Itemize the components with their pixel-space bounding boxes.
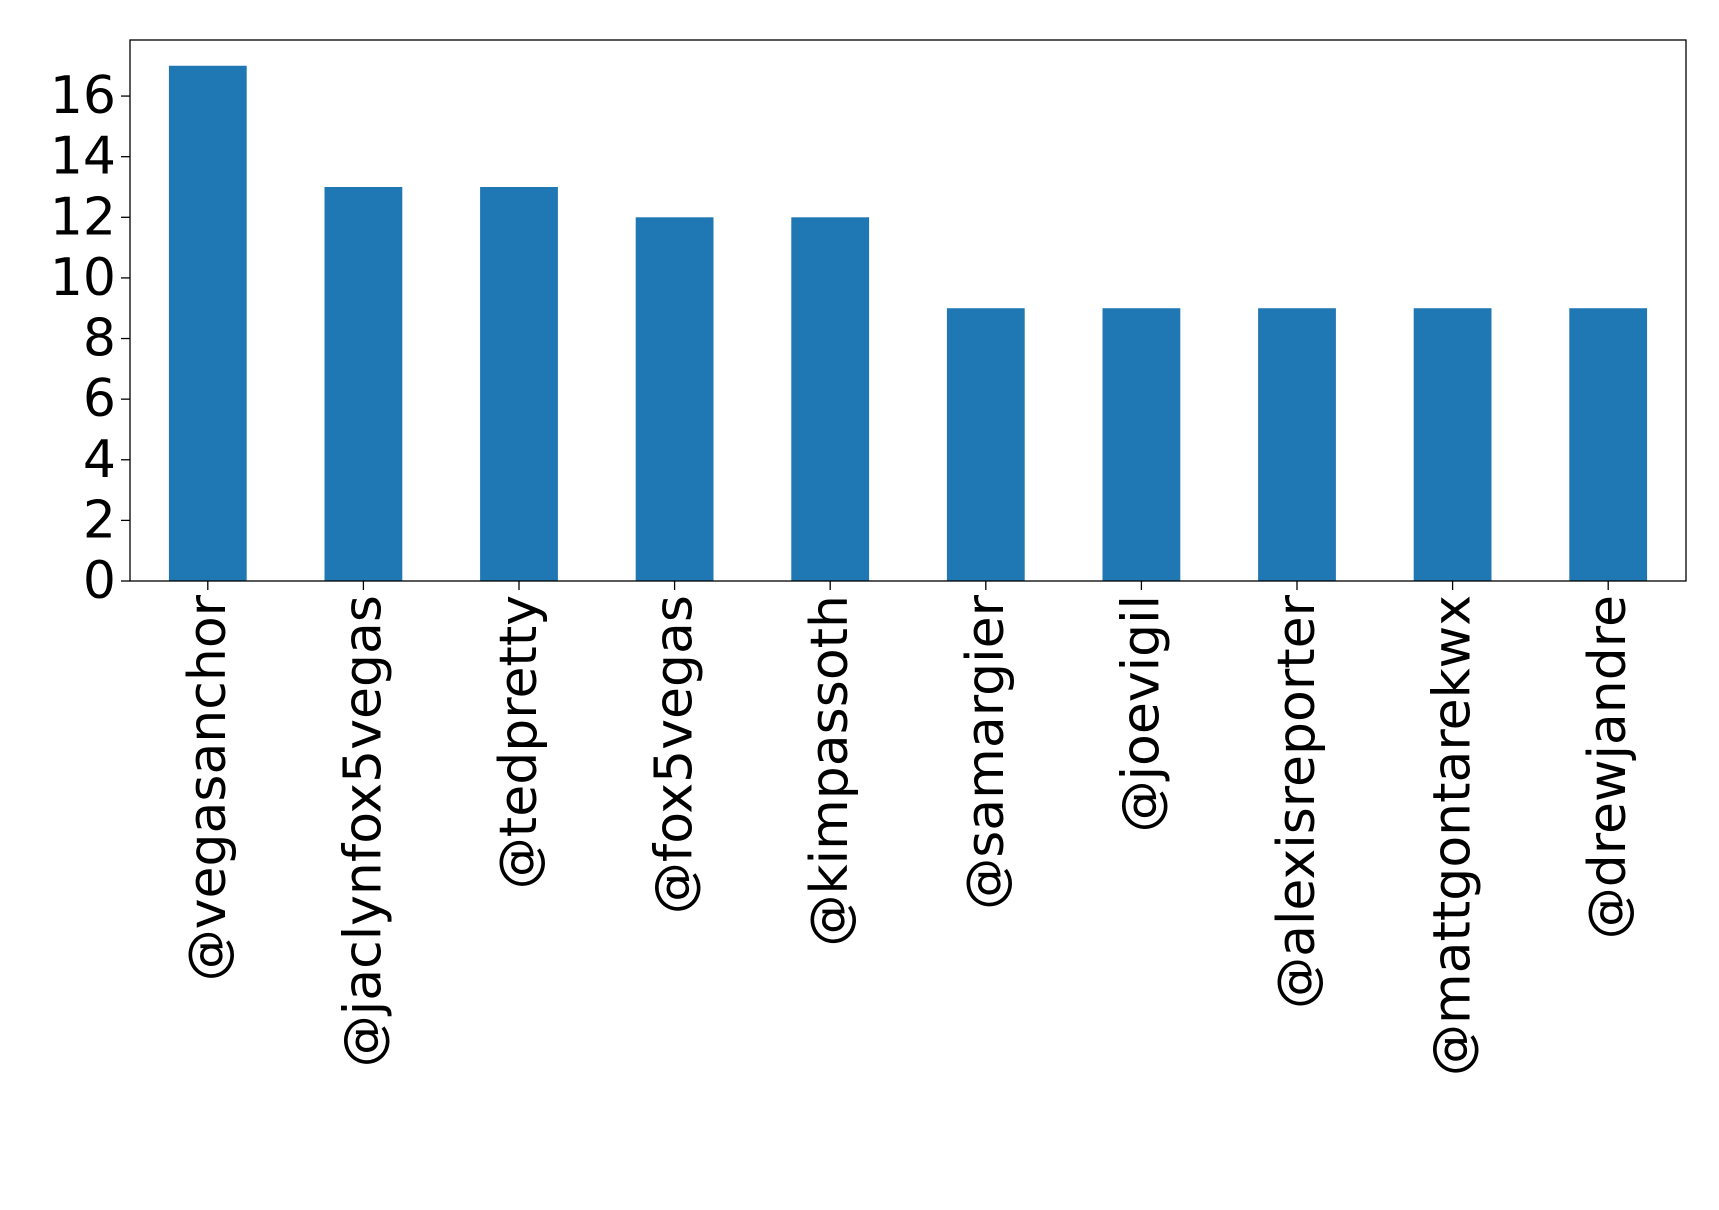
x-tick-label: @alexisreporter	[1267, 594, 1327, 1009]
x-tick-label: @joevigil	[1111, 595, 1171, 832]
bar-joevigil	[1102, 308, 1181, 581]
bar-mattgontarekwx	[1413, 308, 1492, 581]
bar-tedpretty	[480, 186, 558, 582]
bar-drewjandre	[1569, 308, 1648, 581]
x-tick-label: @kimpassoth	[800, 595, 860, 946]
y-tick-label: 14	[50, 127, 116, 187]
y-tick-label: 16	[50, 66, 116, 126]
bar-samargier	[946, 308, 1025, 581]
bar-alexisreporter	[1258, 308, 1336, 581]
x-tick-label: @drewjandre	[1578, 595, 1638, 939]
x-tick-label: @jaclynfox5vegas	[333, 595, 393, 1067]
bar-kimpassoth	[791, 217, 870, 581]
x-tick-label: @mattgontarekwx	[1423, 595, 1483, 1076]
bar-jaclynfox5vegas	[324, 186, 403, 582]
bar-vegasanchor	[168, 65, 247, 581]
bar-fox5vegas	[635, 217, 714, 581]
y-tick-label: 10	[50, 248, 116, 308]
x-tick-label: @vegasanchor	[178, 594, 238, 981]
x-tick-label: @tedpretty	[489, 595, 549, 889]
y-tick-label: 12	[50, 187, 116, 247]
y-tick-label: 2	[83, 490, 116, 550]
y-tick-label: 6	[83, 369, 116, 429]
y-tick-label: 0	[83, 551, 116, 611]
y-tick-label: 4	[83, 430, 116, 490]
x-tick-label: @fox5vegas	[645, 595, 705, 914]
bars-group	[168, 65, 1648, 582]
x-axis: @vegasanchor @jaclynfox5vegas @tedpretty @f…	[178, 581, 1638, 1076]
y-tick-label: 8	[83, 309, 116, 369]
x-tick-label: @samargier	[956, 594, 1016, 909]
plot-frame	[129, 39, 1687, 582]
